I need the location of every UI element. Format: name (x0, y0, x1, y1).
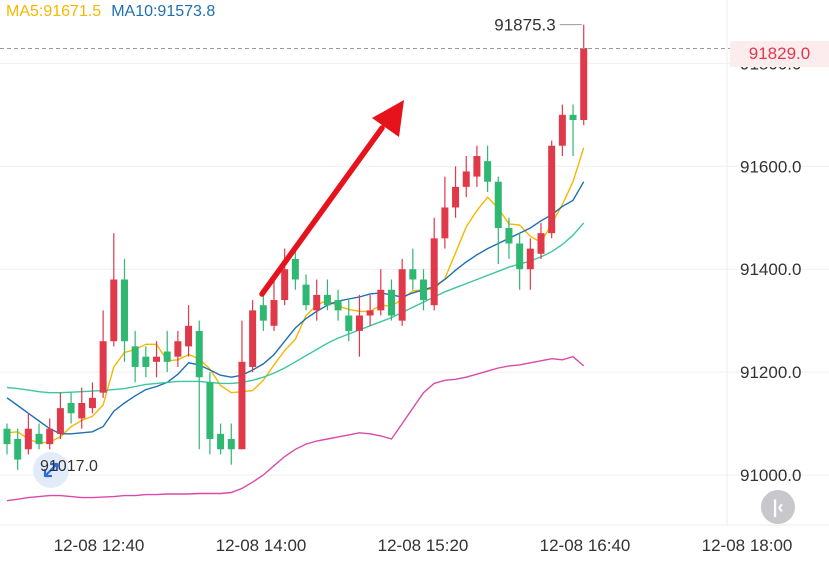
candle-body (249, 310, 257, 367)
candle-body (569, 114, 577, 120)
candle-body (516, 243, 524, 270)
candle-body (238, 361, 246, 450)
candle-body (355, 315, 363, 331)
y-tick-label: 91400.0 (740, 260, 801, 279)
ma-line-ma10 (6, 181, 585, 435)
ma-legend: MA5:91671.5 MA10:91573.8 (6, 3, 225, 21)
candle-body (78, 402, 86, 419)
candle-body (206, 382, 214, 439)
candle-body (377, 289, 385, 311)
candle-body (462, 171, 470, 187)
expand-arrows-icon[interactable] (33, 452, 69, 488)
candle-body (153, 356, 161, 362)
x-tick-label: 12-08 16:40 (540, 536, 631, 555)
candle-body (526, 248, 534, 270)
candle-body (131, 346, 139, 367)
chevron-left-double-icon[interactable]: |‹ (761, 490, 795, 524)
candle-body (366, 310, 374, 316)
candle-body (35, 433, 43, 445)
candle-body (185, 325, 193, 347)
candle-body (409, 269, 417, 280)
candle-body (548, 145, 556, 234)
candle-body (120, 279, 128, 342)
trend-arrow-shaft (259, 125, 385, 297)
candle-body (259, 305, 267, 321)
y-tick-label: 91200.0 (740, 363, 801, 382)
candle-body (441, 207, 449, 239)
trend-arrow-head (372, 100, 404, 137)
candle-body (452, 186, 460, 208)
candle-body (313, 294, 321, 311)
candle-body (302, 284, 310, 306)
candle-body (281, 269, 289, 301)
candle-body (505, 228, 513, 244)
x-tick-label: 12-08 18:00 (702, 536, 793, 555)
candle-body (430, 238, 438, 306)
ma-line-ma60 (6, 355, 585, 502)
y-tick-label: 91000.0 (740, 466, 801, 485)
candle-body (291, 258, 299, 280)
candle-body (3, 428, 11, 445)
x-tick-label: 12-08 15:20 (378, 536, 469, 555)
candle-body (56, 408, 64, 434)
ma5-legend: MA5:91671.5 (6, 3, 102, 20)
ma-line-ma5 (6, 147, 585, 444)
candle-body (24, 428, 32, 450)
candle-body (67, 402, 75, 414)
candle-body (473, 156, 481, 177)
candle-body (387, 289, 395, 316)
candle-body (46, 428, 54, 445)
candle-body (14, 438, 22, 460)
candle-body (195, 330, 203, 378)
candle-body (227, 438, 235, 450)
high-price-label: 91875.3 (494, 16, 555, 35)
candle-body (484, 161, 492, 182)
candle-body (99, 341, 107, 393)
candle-body (217, 433, 225, 450)
candle-body (142, 356, 150, 367)
candle-body (398, 269, 406, 321)
candle-body (558, 114, 566, 146)
candle-body (110, 279, 118, 342)
current-price-tag: 91829.0 (730, 41, 829, 67)
candle-body (270, 300, 278, 326)
candle-body (537, 233, 545, 254)
x-tick-label: 12-08 14:00 (216, 536, 307, 555)
candle-body (88, 397, 96, 409)
candle-body (174, 341, 182, 357)
candle-body (334, 300, 342, 311)
candle-body (163, 351, 171, 362)
candle-body (420, 279, 428, 301)
candle-body (494, 181, 502, 229)
low-price-label: 91017.0 (40, 458, 98, 475)
candle-body (580, 47, 588, 120)
y-tick-label: 91600.0 (740, 157, 801, 176)
ma10-legend: MA10:91573.8 (111, 3, 216, 20)
x-tick-label: 12-08 12:40 (54, 536, 145, 555)
candle-body (345, 315, 353, 331)
candle-body (323, 294, 331, 306)
